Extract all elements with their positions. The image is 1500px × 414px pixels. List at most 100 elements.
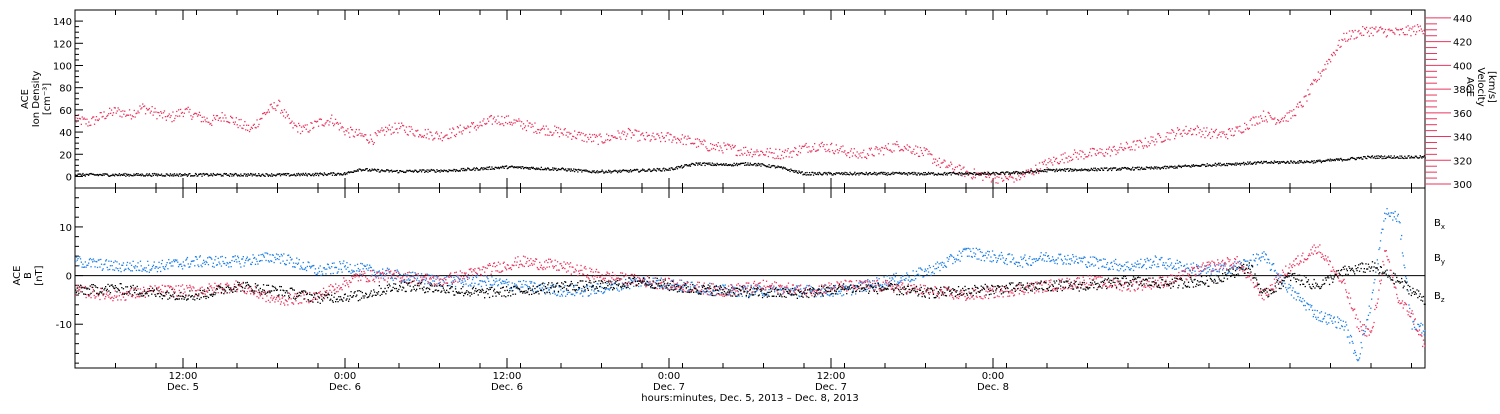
by-point bbox=[947, 257, 948, 258]
by-point bbox=[92, 261, 93, 262]
velocity-point bbox=[1345, 41, 1346, 42]
by-point bbox=[1170, 264, 1171, 265]
velocity-point bbox=[1048, 158, 1049, 159]
density-point bbox=[704, 162, 705, 163]
density-point bbox=[272, 176, 273, 177]
by-point bbox=[853, 290, 854, 291]
density-point bbox=[1365, 156, 1366, 157]
velocity-point bbox=[1159, 135, 1160, 136]
by-point bbox=[454, 279, 455, 280]
by-point bbox=[1408, 304, 1409, 305]
by-point bbox=[245, 260, 246, 261]
density-point bbox=[853, 173, 854, 174]
velocity-point bbox=[525, 125, 526, 126]
density-point bbox=[708, 163, 709, 164]
velocity-point bbox=[865, 157, 866, 158]
by-point bbox=[96, 261, 97, 262]
by-point bbox=[905, 278, 906, 279]
density-point bbox=[1181, 167, 1182, 168]
velocity-point bbox=[1289, 110, 1290, 111]
by-point bbox=[1331, 315, 1332, 316]
by-point bbox=[923, 276, 924, 277]
velocity-point bbox=[1249, 128, 1250, 129]
velocity-point bbox=[202, 117, 203, 118]
velocity-point bbox=[304, 127, 305, 128]
velocity-point bbox=[626, 136, 627, 137]
velocity-point bbox=[912, 151, 913, 152]
density-point bbox=[369, 169, 370, 170]
by-point bbox=[127, 262, 128, 263]
by-point bbox=[713, 291, 714, 292]
velocity-point bbox=[1399, 34, 1400, 35]
velocity-point bbox=[503, 125, 504, 126]
by-point bbox=[1298, 293, 1299, 294]
by-point bbox=[414, 272, 415, 273]
velocity-point bbox=[637, 141, 638, 142]
velocity-point bbox=[136, 112, 137, 113]
by-point bbox=[406, 275, 407, 276]
by-point bbox=[476, 277, 477, 278]
velocity-point bbox=[122, 110, 123, 111]
density-point bbox=[248, 173, 249, 174]
density-point bbox=[701, 165, 702, 166]
velocity-point bbox=[535, 131, 536, 132]
velocity-point bbox=[1316, 81, 1317, 82]
velocity-point bbox=[1062, 159, 1063, 160]
velocity-point bbox=[504, 117, 505, 118]
velocity-point bbox=[1283, 120, 1284, 121]
velocity-point bbox=[389, 125, 390, 126]
velocity-point bbox=[798, 151, 799, 152]
by-point bbox=[1184, 265, 1185, 266]
velocity-point bbox=[1038, 173, 1039, 174]
by-point bbox=[1021, 259, 1022, 260]
by-point bbox=[939, 270, 940, 271]
by-point bbox=[299, 259, 300, 260]
by-point bbox=[76, 256, 77, 257]
velocity-point bbox=[711, 148, 712, 149]
density-point bbox=[1071, 169, 1072, 170]
by-point bbox=[604, 291, 605, 292]
density-point bbox=[207, 174, 208, 175]
velocity-point bbox=[850, 150, 851, 151]
density-point bbox=[747, 162, 748, 163]
velocity-point bbox=[1046, 164, 1047, 165]
by-point bbox=[1369, 306, 1370, 307]
velocity-point bbox=[442, 140, 443, 141]
density-point bbox=[455, 171, 456, 172]
velocity-point bbox=[986, 177, 987, 178]
density-point bbox=[664, 170, 665, 171]
by-point bbox=[1024, 257, 1025, 258]
density-point bbox=[973, 174, 974, 175]
velocity-point bbox=[1087, 156, 1088, 157]
velocity-point bbox=[1118, 149, 1119, 150]
density-point bbox=[1303, 162, 1304, 163]
velocity-point bbox=[427, 133, 428, 134]
velocity-point bbox=[898, 146, 899, 147]
velocity-point bbox=[1111, 149, 1112, 150]
density-point bbox=[391, 170, 392, 171]
density-point bbox=[883, 172, 884, 173]
density-point bbox=[128, 174, 129, 175]
velocity-point bbox=[1042, 162, 1043, 163]
by-point bbox=[1125, 269, 1126, 270]
velocity-point bbox=[818, 149, 819, 150]
density-point bbox=[768, 164, 769, 165]
velocity-point bbox=[1223, 131, 1224, 132]
velocity-point bbox=[383, 129, 384, 130]
velocity-point bbox=[1305, 95, 1306, 96]
velocity-point bbox=[1172, 130, 1173, 131]
by-point bbox=[480, 280, 481, 281]
by-point bbox=[90, 266, 91, 267]
by-point bbox=[349, 271, 350, 272]
density-point bbox=[1407, 157, 1408, 158]
density-point bbox=[933, 172, 934, 173]
by-point bbox=[102, 270, 103, 271]
velocity-point bbox=[305, 125, 306, 126]
density-point bbox=[299, 175, 300, 176]
density-point bbox=[378, 169, 379, 170]
density-point bbox=[816, 174, 817, 175]
velocity-point bbox=[311, 123, 312, 124]
velocity-point bbox=[739, 155, 740, 156]
velocity-point bbox=[519, 120, 520, 121]
velocity-point bbox=[804, 146, 805, 147]
